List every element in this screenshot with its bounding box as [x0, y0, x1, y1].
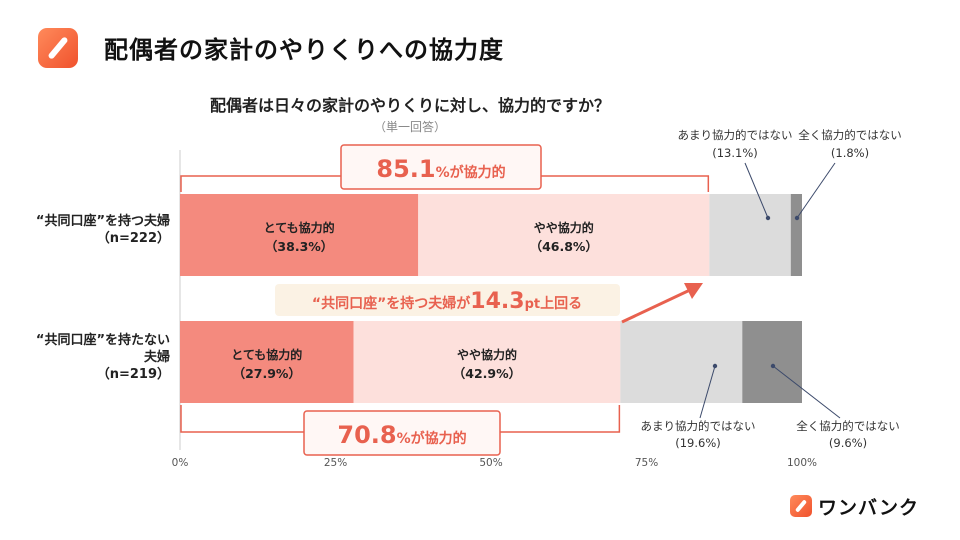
callout-name-top-1: 全く協力的ではない — [798, 128, 902, 142]
app-logo-icon — [38, 28, 78, 68]
diff-banner-text: “共同口座”を持つ夫婦が14.3pt上回る — [312, 289, 582, 314]
badge-top-box — [340, 144, 542, 190]
bar-label-name-0-1: やや協力的 — [534, 220, 594, 235]
callout-value-bottom-0: (19.6%) — [675, 436, 721, 450]
bar-label-value-1-1: （42.9%） — [453, 366, 521, 381]
bar-segment-1-0 — [180, 321, 354, 403]
callout-value-top-1: (1.8%) — [831, 146, 869, 160]
bar-label-name-1-1: やや協力的 — [457, 347, 517, 362]
x-tick-label-2: 50% — [479, 457, 502, 469]
bar-segment-0-1 — [418, 194, 710, 276]
callout-value-top-0: (13.1%) — [712, 146, 758, 160]
x-tick-label-3: 75% — [635, 457, 658, 469]
callout-leader-top-1 — [796, 162, 836, 219]
bar-label-value-1-0: （27.9%） — [233, 366, 301, 381]
badge-bottom-box — [303, 410, 501, 456]
bar-segment-0-3 — [790, 194, 802, 276]
callout-value-bottom-1: (9.6%) — [829, 436, 867, 450]
bar-segment-0-2 — [709, 194, 791, 276]
badge-top-text: 85.1%が協力的 — [376, 155, 505, 183]
diff-arrow-head — [684, 283, 703, 299]
callout-dot-top-1 — [794, 215, 800, 221]
category-label-no-joint-account: “共同口座”を持たない 夫婦 （n=219） — [35, 333, 170, 382]
callout-name-top-0: あまり協力的ではない — [678, 128, 793, 142]
callout-dot-bottom-1 — [770, 363, 776, 369]
chart-title: 配偶者は日々の家計のやりくりに対し、協力的ですか？ — [209, 96, 610, 115]
callout-leader-bottom-0 — [699, 365, 716, 419]
bar-segment-1-3 — [742, 321, 802, 403]
category-label-joint-account: “共同口座”を持つ夫婦 （n=222） — [35, 214, 170, 246]
callout-name-bottom-0: あまり協力的ではない — [641, 419, 756, 433]
bar-segment-1-1 — [353, 321, 621, 403]
callout-leader-bottom-1 — [772, 365, 841, 419]
x-tick-label-1: 25% — [324, 457, 347, 469]
callout-leader-top-0 — [744, 162, 769, 219]
bar-segment-0-0 — [180, 194, 419, 276]
bar-label-name-0-0: とても協力的 — [264, 220, 335, 235]
x-tick-label-0: 0% — [172, 457, 189, 469]
diff-banner-box — [275, 284, 620, 316]
callout-dot-bottom-0 — [712, 363, 718, 369]
page-title: 配偶者の家計のやりくりへの協力度 — [104, 36, 504, 64]
bar-segment-1-2 — [620, 321, 743, 403]
bar-label-name-1-0: とても協力的 — [231, 347, 302, 362]
chart-subtitle: （単一回答） — [373, 120, 446, 134]
diff-arrow-line — [621, 288, 691, 324]
bar-label-value-0-1: （46.8%） — [530, 239, 598, 254]
brand-name: ワンバンク — [818, 496, 919, 519]
bar-label-value-0-0: （38.3%） — [265, 239, 333, 254]
callout-dot-top-0 — [765, 215, 771, 221]
brand-logo-icon — [790, 495, 812, 517]
x-tick-label-4: 100% — [787, 457, 817, 469]
brand-footer: ワンバンク — [790, 493, 919, 519]
badge-bottom-text: 70.8%が協力的 — [337, 421, 466, 449]
callout-name-bottom-1: 全く協力的ではない — [796, 419, 900, 433]
